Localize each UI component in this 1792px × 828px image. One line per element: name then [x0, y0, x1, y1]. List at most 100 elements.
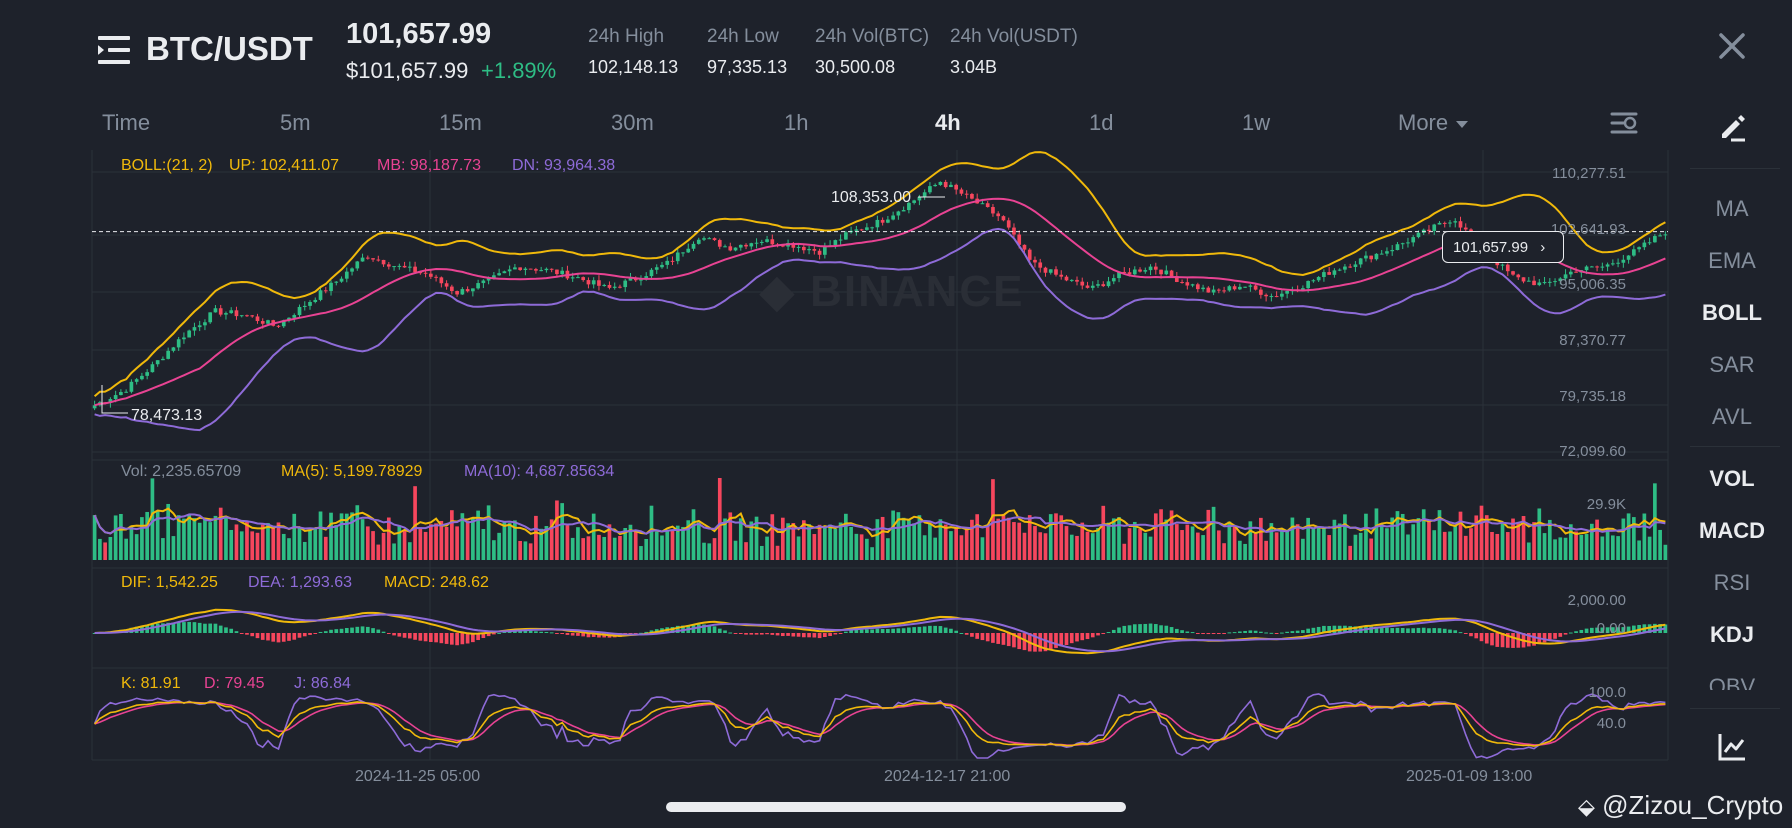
candle-body [1096, 284, 1100, 286]
macd-hist-bar [1348, 626, 1353, 633]
candle-body [407, 266, 412, 268]
candle-body [1201, 287, 1205, 290]
settings-sliders-icon[interactable] [1610, 110, 1638, 136]
more-dropdown[interactable]: More [1398, 110, 1469, 136]
candle-body [723, 246, 727, 248]
time-label[interactable]: Time [102, 110, 151, 135]
macd-hist-bar [1632, 625, 1636, 633]
macd-hist-bar [481, 633, 486, 639]
macd-hist-bar [1280, 632, 1284, 634]
macd-hist-bar [392, 633, 396, 636]
tab-4h[interactable]: 4h [935, 110, 961, 135]
candle-body [1448, 222, 1452, 224]
boll-upper-line [93, 151, 1666, 398]
macd-hist-bar [1584, 628, 1589, 633]
macd-hist-bar [817, 633, 822, 639]
tab-1d[interactable]: 1d [1089, 110, 1114, 135]
sidebar-item-obv[interactable]: OBV [1708, 674, 1756, 690]
candle-body [1185, 282, 1190, 286]
chart-line-icon[interactable] [1717, 732, 1747, 762]
volume-bar [313, 527, 318, 560]
candle-body [1211, 289, 1216, 293]
candle-body [607, 284, 612, 288]
sidebar-item-ma[interactable]: MA [1715, 196, 1749, 221]
binance-logo: ◆ BINANCE [760, 267, 1025, 316]
candle-body [339, 278, 344, 282]
macd-hist-bar [1500, 633, 1505, 648]
pair-title[interactable]: BTC/USDT [146, 30, 313, 67]
candle-body [281, 320, 286, 327]
volume-bar [1469, 528, 1473, 560]
sidebar-item-vol[interactable]: VOL [1709, 466, 1755, 491]
caret-down-icon [1456, 120, 1469, 128]
macd-hist-bar [486, 633, 491, 637]
sidebar-item-boll[interactable]: BOLL [1702, 300, 1762, 325]
candle-body [865, 227, 869, 230]
sidebar-item-avl[interactable]: AVL [1712, 404, 1752, 429]
volume-bar [607, 524, 612, 560]
kdj-k-line [94, 701, 1666, 747]
sidebar-item-ema[interactable]: EMA [1708, 248, 1756, 273]
kdj-j: J: 86.84 [294, 675, 351, 692]
sidebar-item-macd[interactable]: MACD [1699, 518, 1765, 543]
macd-hist-bar [1138, 624, 1142, 633]
tab-1h[interactable]: 1h [784, 110, 809, 135]
candle-body [1663, 234, 1668, 236]
volume-bar [1521, 516, 1526, 560]
candle-body [728, 246, 733, 251]
candle-body [1132, 269, 1137, 275]
tab-15m[interactable]: 15m [439, 110, 482, 135]
sidebar-item-sar[interactable]: SAR [1709, 352, 1755, 377]
sidebar-item-rsi[interactable]: RSI [1713, 570, 1751, 595]
macd-hist-bar [1064, 633, 1069, 646]
macd-hist-bar [1332, 625, 1337, 633]
volume-bar [1174, 524, 1179, 560]
candle-body [1311, 280, 1316, 282]
volume-bar [534, 515, 538, 560]
menu-icon[interactable] [98, 34, 130, 66]
tab-1w[interactable]: 1w [1242, 110, 1271, 135]
volume-bar [1663, 544, 1668, 560]
macd-hist-bar [959, 632, 964, 634]
macd-hist-bar [1542, 633, 1547, 643]
candle-body [1411, 237, 1416, 243]
volume-bar [1243, 543, 1247, 560]
macd-hist-bar [1290, 631, 1295, 633]
candle-body [1243, 286, 1247, 288]
candle-body [129, 381, 134, 392]
macd-hist-bar [712, 626, 717, 633]
macd-hist-bar [1090, 633, 1095, 638]
macd-hist-bar [1448, 629, 1452, 633]
candle-body [224, 313, 228, 315]
candle-body [744, 244, 748, 247]
volume-bar [155, 510, 160, 560]
volume-bar [145, 511, 149, 560]
current-price-tag[interactable]: 101,657.99 › [1442, 231, 1564, 263]
draw-pencil-icon[interactable] [1717, 112, 1747, 142]
candle-body [1180, 281, 1184, 283]
tab-5m[interactable]: 5m [280, 110, 311, 135]
volume-bar [1138, 529, 1142, 560]
candle-body [560, 270, 565, 275]
volume-bar [1227, 521, 1232, 560]
candle-body [660, 264, 664, 268]
macd-hist-bar [544, 631, 549, 633]
volume-bar [1222, 543, 1226, 560]
close-icon[interactable] [1716, 30, 1748, 62]
volume-bar [1085, 531, 1090, 560]
macd-hist-bar [523, 630, 528, 633]
volume-bar [844, 513, 848, 560]
macd-hist-bar [1201, 633, 1205, 634]
tab-30m[interactable]: 30m [611, 110, 654, 135]
candle-body [570, 277, 575, 279]
volume-bar [1611, 535, 1615, 560]
sidebar-item-kdj[interactable]: KDJ [1709, 622, 1754, 647]
candle-body [371, 258, 375, 260]
volume-bar [224, 517, 228, 560]
candle-body [329, 282, 333, 292]
macd-hist-bar [1416, 627, 1421, 633]
home-indicator[interactable] [666, 802, 1126, 812]
volume-bar [197, 522, 202, 560]
